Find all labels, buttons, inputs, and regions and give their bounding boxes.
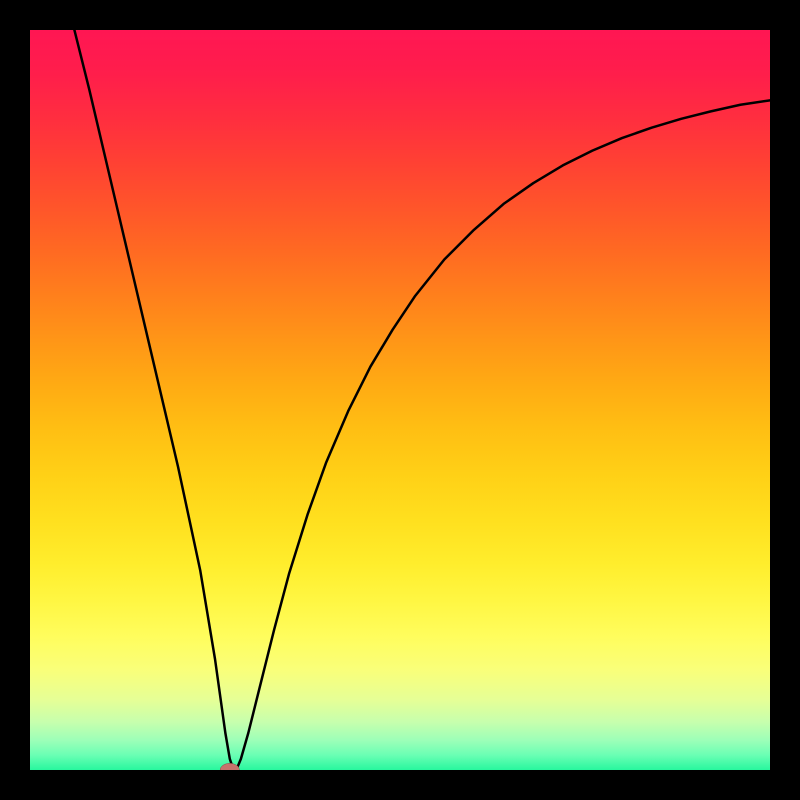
frame-border-left (0, 0, 30, 800)
plot-area (30, 30, 770, 770)
chart-container: TheBottleneck.com (0, 0, 800, 800)
frame-border-bottom (0, 770, 800, 800)
gradient-background (30, 30, 770, 770)
frame-border-top (0, 0, 800, 30)
plot-svg (30, 30, 770, 770)
frame-border-right (770, 0, 800, 800)
